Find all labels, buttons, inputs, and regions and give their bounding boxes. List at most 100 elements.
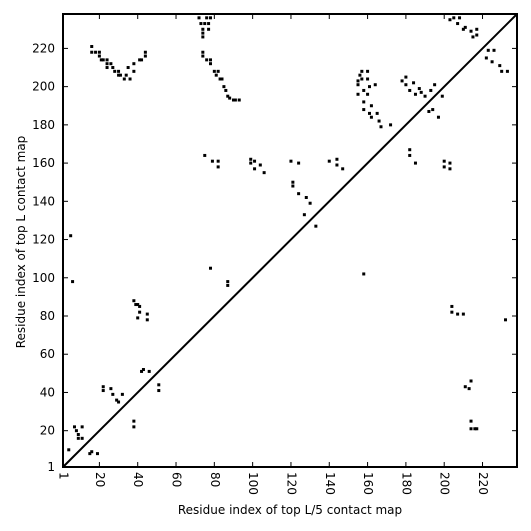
- contact-point: [419, 90, 423, 94]
- y-axis-label: Residue index of top L contact map: [14, 136, 28, 349]
- contact-point: [218, 77, 222, 81]
- contact-point: [143, 50, 147, 54]
- contact-point: [76, 433, 80, 437]
- contact-point: [226, 283, 230, 287]
- contact-point: [504, 318, 508, 322]
- x-tick-label: 160: [361, 472, 375, 495]
- contact-point: [117, 400, 121, 404]
- contact-point: [469, 29, 473, 33]
- y-tick-label: 120: [32, 233, 55, 247]
- diagonal-line: [62, 13, 518, 468]
- plot-frame: [62, 13, 518, 468]
- contact-point: [249, 157, 253, 161]
- y-tick-label: 100: [32, 271, 55, 285]
- contact-point: [475, 27, 479, 31]
- contact-point: [210, 159, 214, 163]
- contact-point: [216, 159, 220, 163]
- contact-point: [362, 108, 366, 112]
- contact-point: [105, 66, 109, 70]
- contact-point: [99, 58, 103, 62]
- x-tick-label: 20: [93, 472, 107, 487]
- contact-point: [484, 56, 488, 60]
- contact-point: [237, 98, 241, 102]
- y-tick-label: 60: [40, 347, 55, 361]
- contact-point: [205, 16, 209, 20]
- contact-point: [369, 115, 373, 119]
- contact-point: [132, 425, 136, 429]
- contact-point: [423, 94, 427, 98]
- y-tick-label: 1: [47, 460, 55, 474]
- contact-point: [356, 79, 360, 83]
- contact-point: [105, 62, 109, 66]
- contact-point: [249, 161, 253, 165]
- contact-point: [94, 50, 98, 54]
- contact-point: [226, 280, 230, 284]
- contact-point: [341, 167, 345, 171]
- contact-point: [427, 109, 431, 113]
- contact-point: [203, 153, 207, 157]
- contact-point: [141, 368, 145, 372]
- contact-point: [452, 16, 456, 20]
- contact-point: [134, 303, 138, 307]
- contact-point: [440, 94, 444, 98]
- contact-point: [458, 16, 462, 20]
- contact-point: [505, 69, 509, 73]
- contact-point: [436, 115, 440, 119]
- contact-point: [450, 304, 454, 308]
- contact-point: [201, 27, 205, 31]
- x-tick-label: 220: [476, 472, 490, 495]
- contact-point: [209, 62, 213, 66]
- contact-point: [314, 224, 318, 228]
- contact-point: [228, 96, 232, 100]
- x-axis-ticks: 1 20 40 60 80 100 120 140 160 180 200 220: [57, 14, 490, 495]
- contact-point: [203, 22, 207, 26]
- contact-point: [109, 387, 113, 391]
- contact-point: [97, 54, 101, 58]
- contact-point: [216, 69, 220, 73]
- contact-point: [253, 159, 257, 163]
- contact-point: [233, 98, 237, 102]
- contact-point: [469, 419, 473, 423]
- contact-point: [69, 234, 73, 238]
- contact-point: [124, 73, 128, 77]
- y-tick-label: 200: [32, 80, 55, 94]
- contact-point: [209, 16, 213, 20]
- contact-point: [463, 25, 467, 29]
- contact-point: [253, 167, 257, 171]
- x-tick-label: 100: [246, 472, 260, 495]
- contact-point: [475, 427, 479, 431]
- contact-point: [367, 85, 371, 89]
- contact-point: [132, 419, 136, 423]
- contact-point: [199, 22, 203, 26]
- contact-point: [138, 58, 142, 62]
- contact-point: [356, 92, 360, 96]
- contact-point: [413, 92, 417, 96]
- contact-point: [408, 153, 412, 157]
- contact-point: [366, 69, 370, 73]
- contact-point: [413, 161, 417, 165]
- contact-point: [362, 100, 366, 104]
- contact-point: [74, 429, 78, 433]
- contact-point: [145, 312, 149, 316]
- contact-point: [201, 54, 205, 58]
- y-tick-label: 40: [40, 385, 55, 399]
- contact-point: [356, 83, 360, 87]
- contact-point: [362, 272, 366, 276]
- contact-point: [231, 98, 235, 102]
- contact-point: [358, 73, 362, 77]
- contact-point: [404, 75, 408, 79]
- contact-point: [291, 184, 295, 188]
- contact-point: [362, 88, 366, 92]
- contact-point: [113, 69, 117, 73]
- contact-point: [304, 195, 308, 199]
- contact-point: [297, 161, 301, 165]
- contact-point: [140, 369, 144, 373]
- contact-point: [117, 69, 121, 73]
- contact-point: [291, 180, 295, 184]
- contact-point: [222, 85, 226, 89]
- contact-point: [492, 48, 496, 52]
- x-tick-label: 180: [399, 472, 413, 495]
- contact-point: [375, 111, 379, 115]
- contact-point: [433, 83, 437, 87]
